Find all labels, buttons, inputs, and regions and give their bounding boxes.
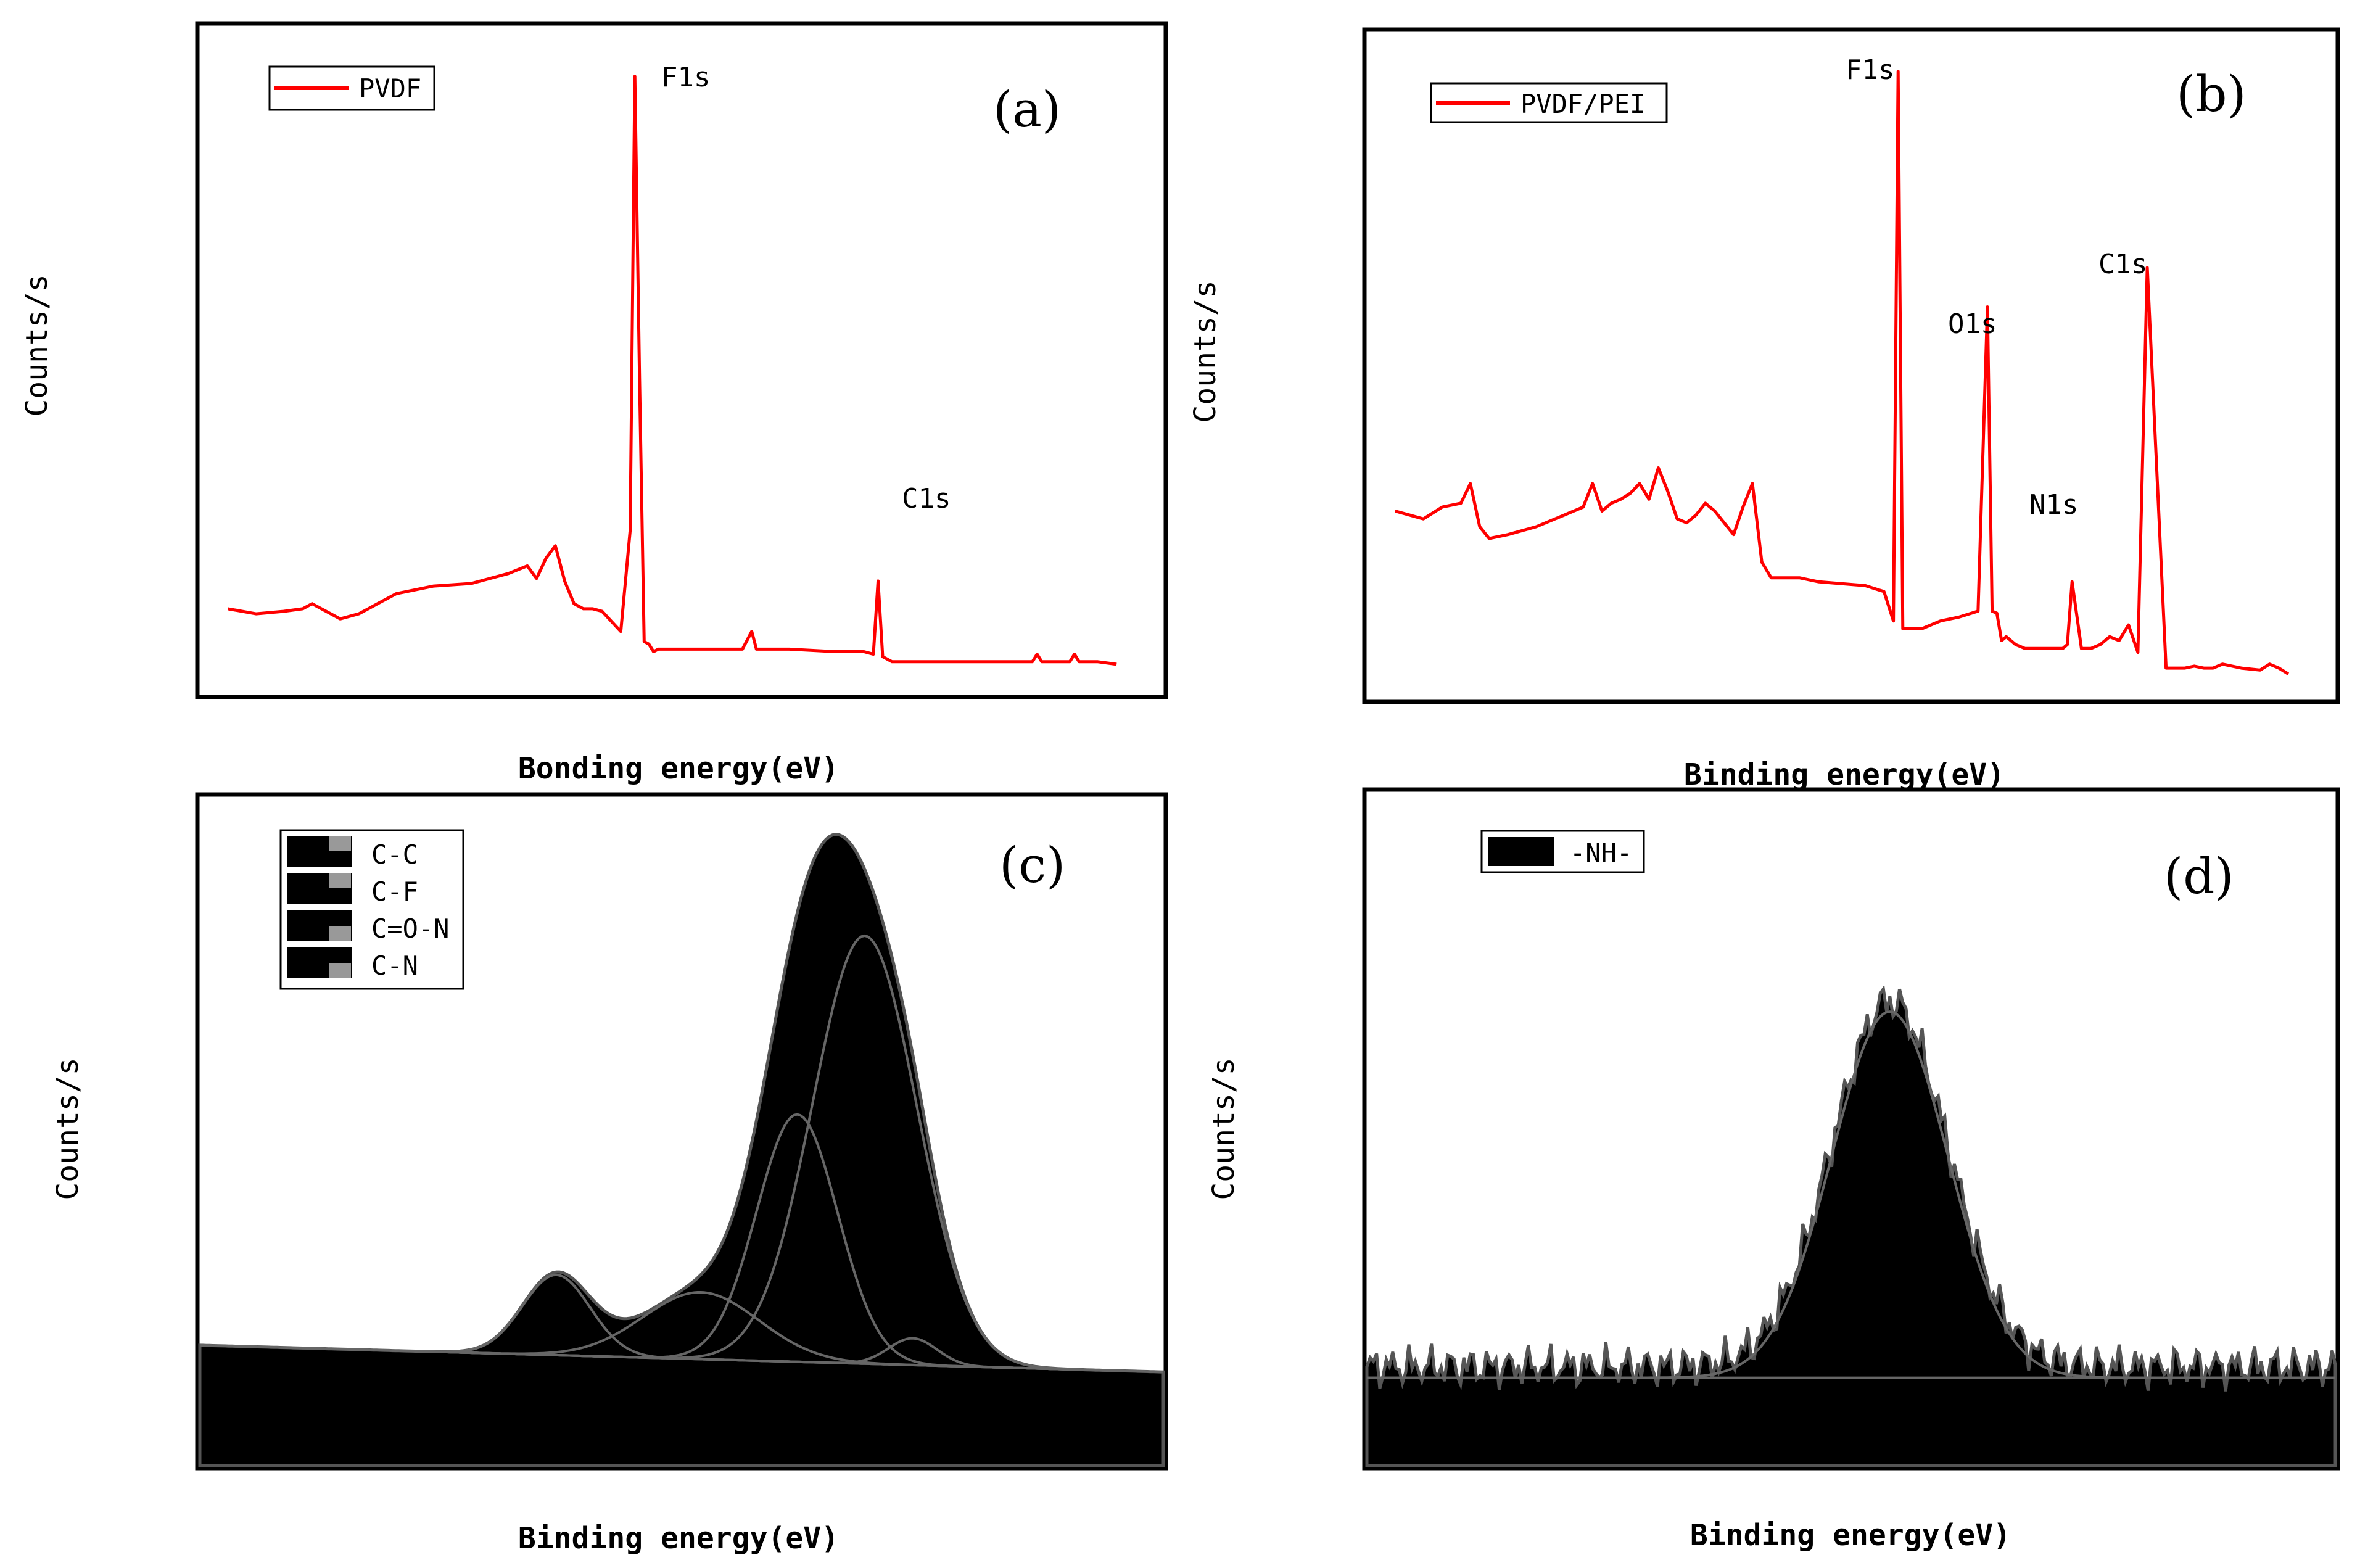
panel-b-label: (b) [2176, 65, 2247, 123]
legend-label: C-F [371, 877, 418, 907]
panel-b-y-axis-label: Counts/s [1188, 280, 1223, 423]
panel-d-x-axis-label: Binding energy(eV) [1690, 1518, 2011, 1553]
panel-c-plot-area [198, 833, 1165, 1467]
panel-a-frame [195, 21, 1168, 699]
panel-d: -NH- (d) Counts/s Binding energy(eV) [1207, 787, 2340, 1553]
panel-b-plot-area [1395, 70, 2290, 675]
panel-a-plot-area [228, 75, 1117, 666]
panel-c-y-axis-label: Counts/s [51, 1057, 85, 1200]
panel-d-label: (d) [2164, 848, 2234, 905]
legend-label: C=O-N [371, 914, 449, 944]
panel-c-baseline-curve [199, 1343, 1164, 1374]
legend-swatch-hatch [329, 873, 351, 888]
panel-b-legend: PVDF/PEI [1430, 82, 1668, 123]
panel-c-legend: C-C C-F C=O-N C-N [279, 829, 464, 990]
panel-c-x-axis-label: Binding energy(eV) [518, 1521, 839, 1556]
panel-a-label: (a) [993, 81, 1061, 138]
panel-a-legend: PVDF [268, 65, 435, 111]
panel-b-frame [1362, 27, 2340, 704]
panel-b-peak-label: C1s [2098, 249, 2147, 280]
panel-a-peak-label: C1s [902, 483, 951, 514]
panel-c: C-C C-F C=O-N C-N (c) Counts/s Binding e… [51, 792, 1168, 1556]
panel-b-x-axis-label: Binding energy(eV) [1684, 757, 2005, 792]
panel-d-legend: -NH- [1480, 830, 1645, 873]
legend-label: C-C [371, 840, 418, 870]
panel-b: PVDF/PEI (b) F1s O1s N1s C1s Counts/s Bi… [1188, 27, 2340, 792]
panel-c-legend-item: C-N [287, 947, 418, 981]
legend-swatch-hatch [329, 963, 351, 978]
panel-b-peak-label: F1s [1846, 54, 1894, 86]
legend-swatch [1488, 837, 1554, 866]
panel-a-y-axis-label: Counts/s [20, 274, 54, 416]
panel-a-spectrum-line [228, 75, 1117, 666]
legend-swatch-hatch [329, 926, 351, 941]
panel-d-y-axis-label: Counts/s [1207, 1057, 1241, 1200]
legend-swatch-hatch [329, 836, 351, 851]
panel-c-label: (c) [999, 836, 1065, 894]
panel-c-legend-item: C-C [287, 836, 418, 870]
panel-a-x-axis-label: Bonding energy(eV) [518, 751, 839, 786]
panel-a-legend-text: PVDF [359, 73, 421, 104]
panel-b-peak-label: N1s [2029, 489, 2078, 521]
panel-c-legend-item: C=O-N [287, 910, 449, 944]
panel-a-peak-label: F1s [661, 62, 710, 93]
panel-b-peak-label: O1s [1948, 308, 1997, 340]
legend-label: C-N [371, 951, 418, 981]
panel-c-legend-item: C-F [287, 873, 418, 907]
panel-d-plot-area [1365, 984, 2337, 1467]
legend-label: -NH- [1570, 838, 1632, 868]
panel-b-spectrum-line [1395, 70, 2290, 675]
panel-b-legend-text: PVDF/PEI [1520, 89, 1645, 119]
panel-a: PVDF (a) F1s C1s Counts/s Bonding energy… [20, 21, 1168, 786]
